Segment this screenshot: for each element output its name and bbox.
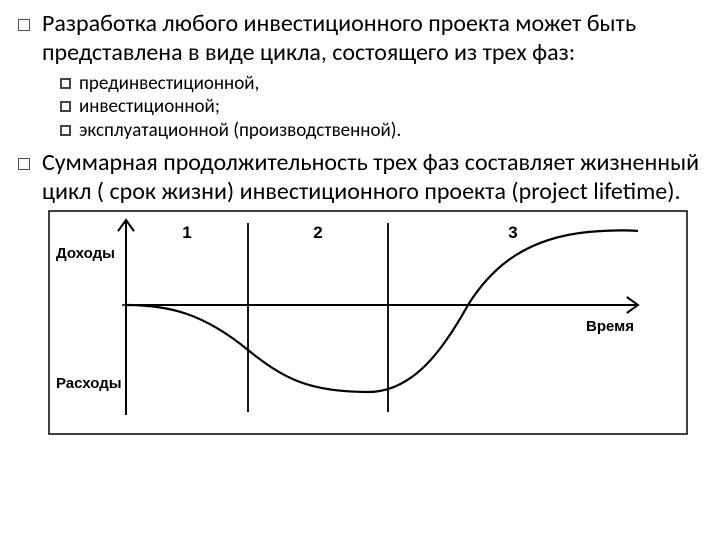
square-bullet-icon	[18, 19, 30, 31]
sub-list: прединвестиционной, инвестиционной; эксп…	[60, 72, 702, 143]
lifecycle-chart: 1 2 3 Доходы Расходы Время	[48, 210, 688, 440]
sub-text: инвестиционной;	[79, 95, 220, 119]
sub-text: эксплуатационной (производственной).	[79, 119, 401, 143]
svg-text:3: 3	[508, 223, 517, 242]
bullet-text: Разработка любого инвестиционного проект…	[42, 10, 702, 68]
bullet-text: Суммарная продолжительность трех фаз сос…	[42, 149, 702, 207]
sub-text: прединвестиционной,	[79, 72, 259, 96]
filled-square-icon	[60, 78, 71, 89]
svg-text:2: 2	[313, 223, 322, 242]
square-bullet-icon	[18, 158, 30, 170]
svg-text:Расходы: Расходы	[56, 375, 122, 392]
svg-text:Время: Время	[586, 318, 634, 335]
filled-square-icon	[60, 125, 71, 136]
sub-bullet-3: эксплуатационной (производственной).	[60, 119, 702, 143]
svg-text:Доходы: Доходы	[56, 245, 115, 262]
main-bullet-2: Суммарная продолжительность трех фаз сос…	[18, 149, 702, 207]
filled-square-icon	[60, 101, 71, 112]
svg-text:1: 1	[182, 223, 191, 242]
main-bullet-1: Разработка любого инвестиционного проект…	[18, 10, 702, 68]
sub-bullet-1: прединвестиционной,	[60, 72, 702, 96]
sub-bullet-2: инвестиционной;	[60, 95, 702, 119]
